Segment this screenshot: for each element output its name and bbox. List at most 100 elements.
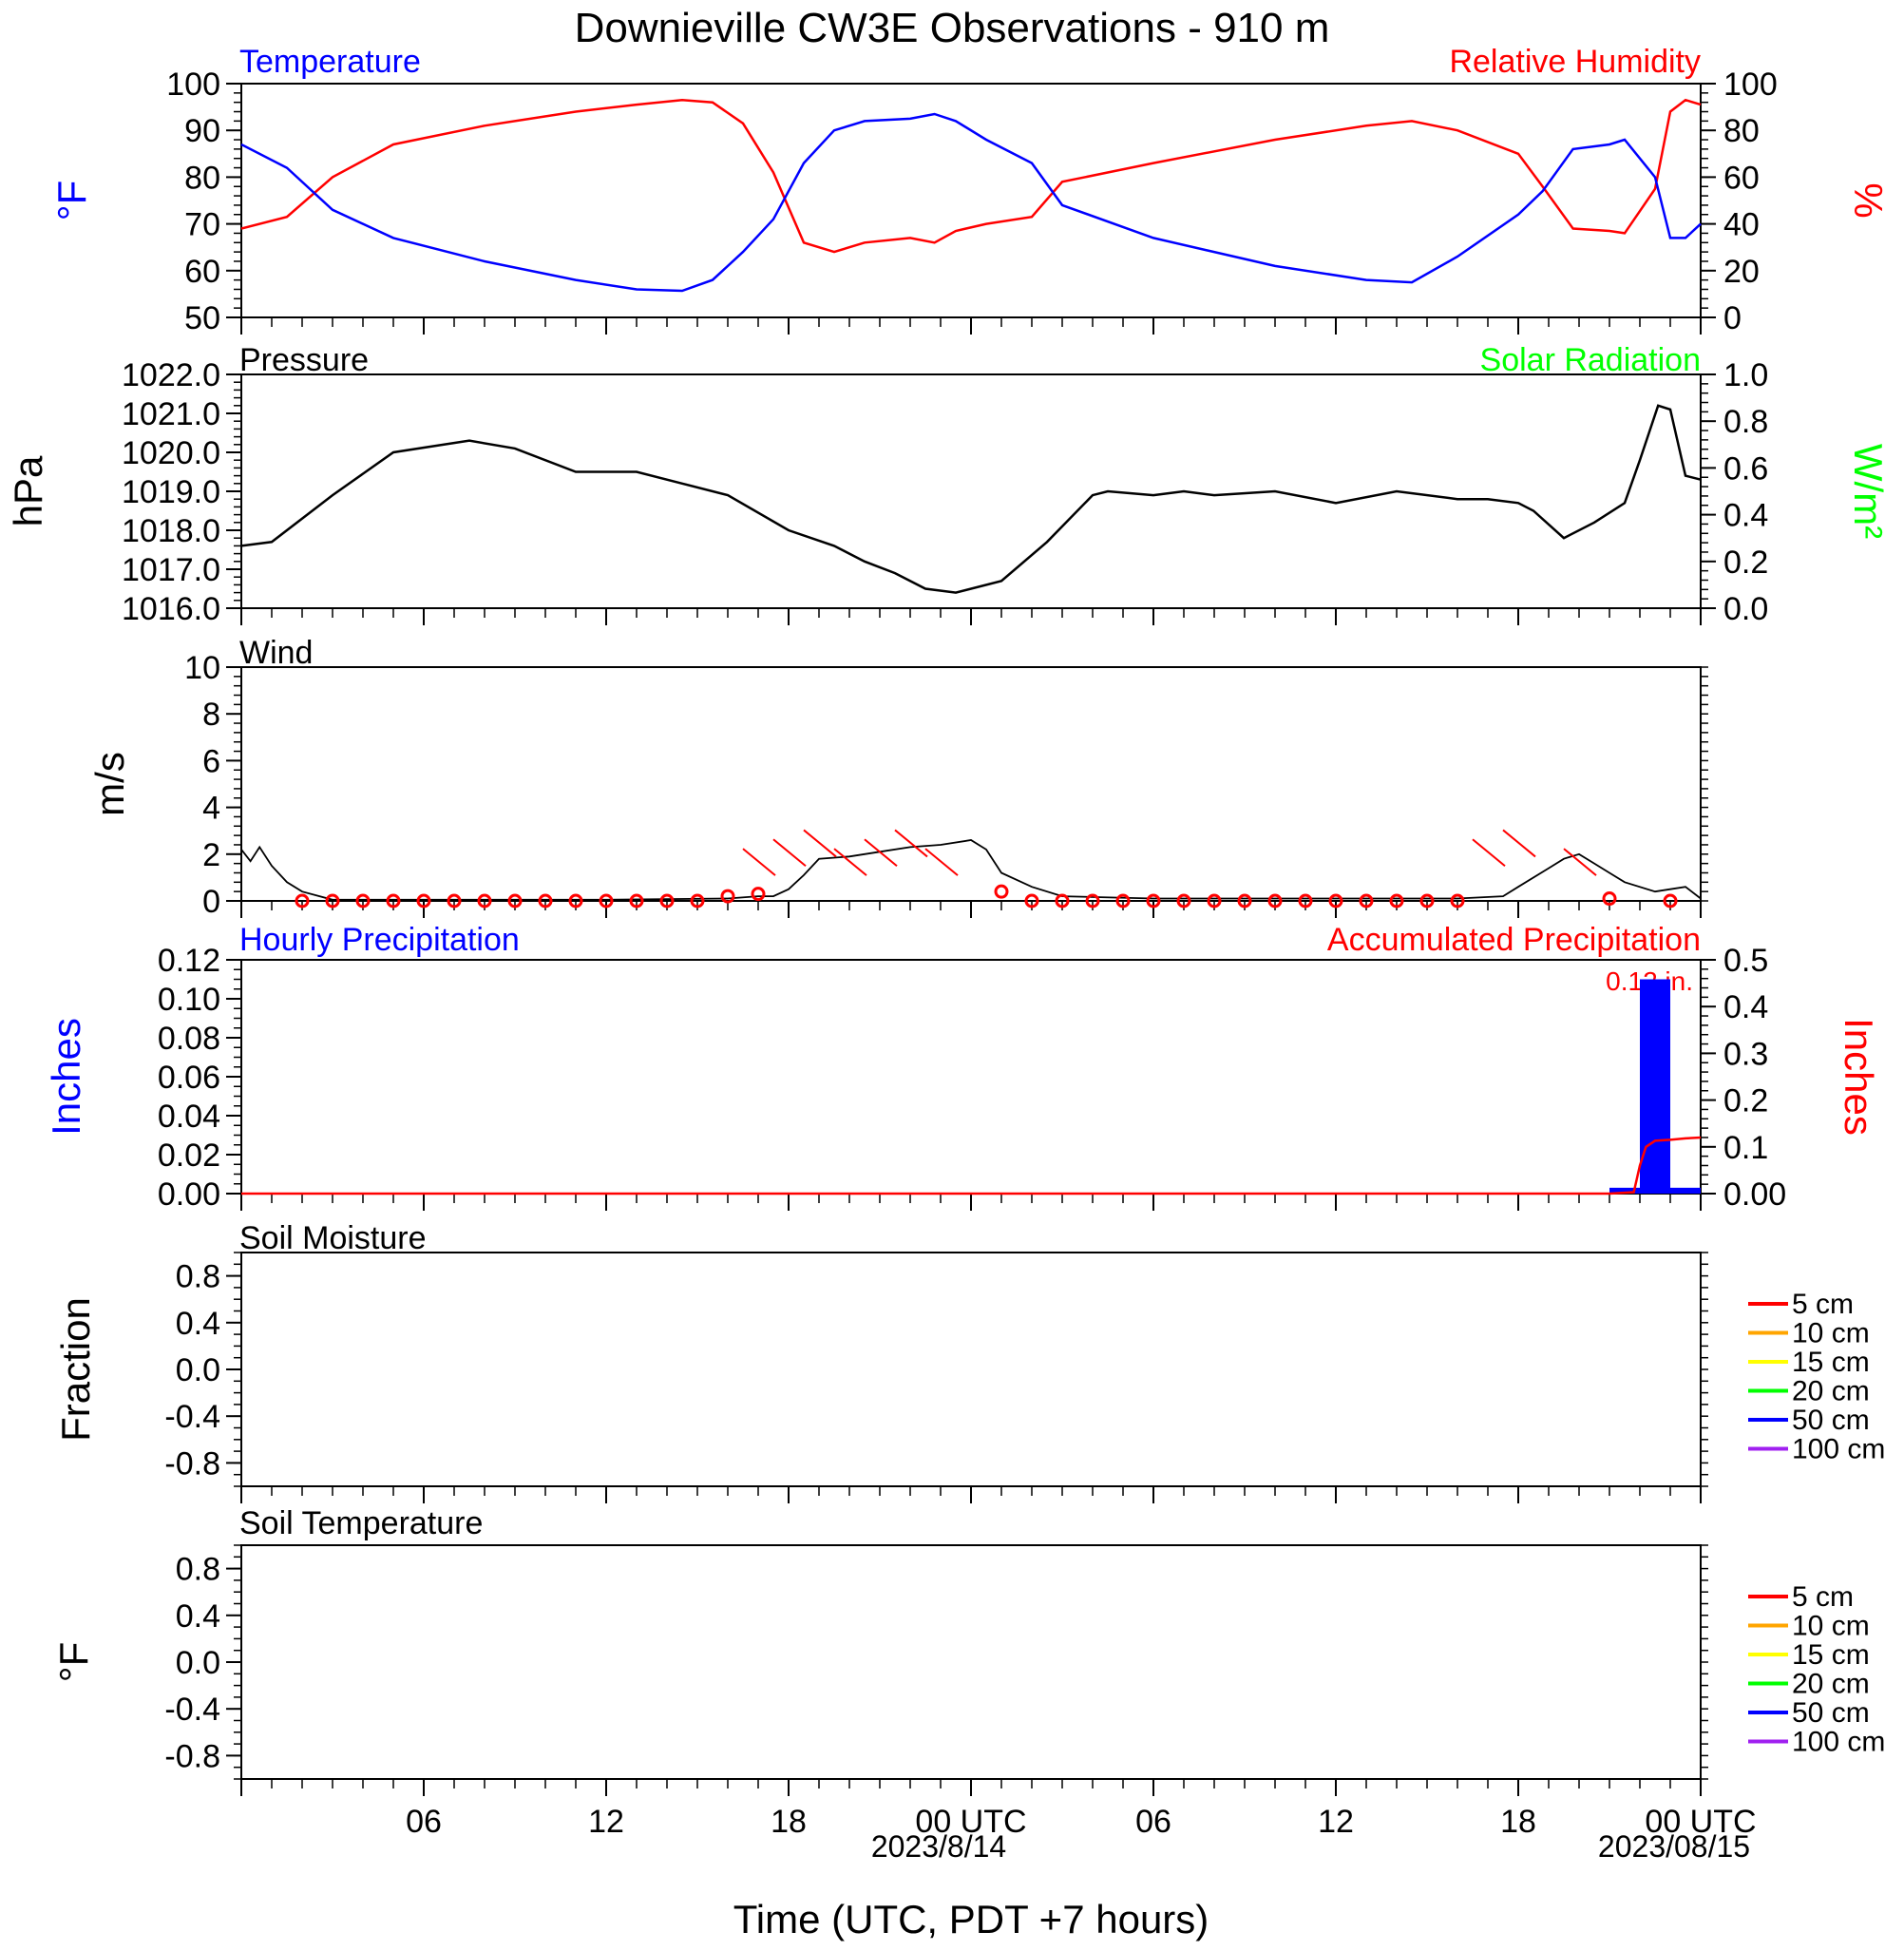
wind-marker [416, 893, 431, 909]
y-tick-label: -0.4 [164, 1692, 220, 1728]
y-tick-label: 80 [184, 160, 220, 196]
wind-direction-barb [772, 838, 807, 868]
accum-precip-axis-label: Inches [1837, 1018, 1881, 1136]
legend-label: 20 cm [1792, 1669, 1870, 1700]
wind-label: Wind [239, 635, 313, 671]
wind-marker [355, 893, 371, 909]
y-tick-label: 0.6 [1723, 450, 1768, 487]
wind-marker [386, 893, 401, 909]
wind-marker [1085, 893, 1100, 909]
wind-direction-barb [894, 829, 928, 858]
y-tick-label: -0.8 [164, 1738, 220, 1774]
y-tick-label: 1019.0 [122, 474, 220, 510]
figure-title: Downieville CW3E Observations - 910 m [575, 5, 1330, 51]
wind-speed-line [240, 839, 1702, 901]
wind-marker [1055, 893, 1070, 909]
legend-label: 5 cm [1792, 1289, 1854, 1320]
y-tick-label: 20 [1723, 254, 1760, 290]
wind-marker [477, 893, 492, 909]
y-tick-label: 60 [1723, 160, 1760, 196]
accumulated-precip-line [241, 1136, 1702, 1195]
y-tick-label: -0.8 [164, 1445, 220, 1482]
wind-marker [1359, 893, 1374, 909]
wind-marker [507, 893, 523, 909]
accumulated-precipitation-label: Accumulated Precipitation [1327, 922, 1701, 958]
x-tick-label: 06 [1135, 1804, 1171, 1840]
y-tick-label: 10 [184, 650, 220, 686]
x-axis-title: Time (UTC, PDT +7 hours) [733, 1897, 1209, 1941]
y-tick-label: 0.00 [158, 1176, 220, 1213]
y-tick-label: 0.08 [158, 1021, 220, 1057]
y-tick-label: 100 [166, 67, 220, 103]
legend-label: 20 cm [1792, 1376, 1870, 1407]
pressure-label: Pressure [239, 342, 369, 378]
y-tick-label: 0.2 [1723, 545, 1768, 581]
wind-marker [690, 893, 705, 909]
y-tick-label: 1021.0 [122, 396, 220, 432]
wind-marker [538, 893, 553, 909]
y-tick-label: 0.10 [158, 982, 220, 1018]
wind-marker [751, 887, 766, 902]
y-tick-label: 0.2 [1723, 1083, 1768, 1119]
hourly-precipitation-label: Hourly Precipitation [239, 922, 520, 958]
legend-label: 100 cm [1792, 1434, 1885, 1465]
temperature-line [240, 112, 1702, 293]
legend-label: 50 cm [1792, 1405, 1870, 1436]
y-tick-label: 1016.0 [122, 591, 220, 627]
wind-direction-barb [1472, 838, 1506, 868]
y-tick-label: 0.8 [176, 1259, 220, 1295]
hourly-precip-axis-label: Inches [44, 1018, 88, 1136]
y-tick-label: 0.1 [1723, 1130, 1768, 1166]
temperature-label: Temperature [239, 44, 421, 80]
y-tick-label: 0.4 [176, 1306, 220, 1342]
y-tick-label: 0.02 [158, 1138, 220, 1174]
wind-direction-barb [1563, 848, 1597, 876]
x-tick-label: 18 [1500, 1804, 1536, 1840]
y-tick-label: 70 [184, 207, 220, 243]
y-tick-label: 50 [184, 300, 220, 336]
legend-label: 5 cm [1792, 1581, 1854, 1613]
pressure-axis-label: hPa [6, 455, 50, 526]
x-tick-label: 18 [771, 1804, 807, 1840]
wind-marker [295, 893, 310, 909]
y-tick-label: 0.00 [1723, 1176, 1786, 1213]
soil-temperature-label: Soil Temperature [239, 1505, 483, 1541]
wind-marker [1267, 893, 1283, 909]
wind-marker [720, 889, 735, 904]
y-tick-label: 6 [202, 743, 220, 779]
y-tick-label: 0.4 [1723, 498, 1768, 534]
y-tick-label: 8 [202, 697, 220, 733]
y-tick-label: 0 [202, 884, 220, 920]
legend-label: 10 cm [1792, 1611, 1870, 1642]
panel-temperature-humidity: Temperature Relative Humidity °F % [49, 44, 1891, 318]
wind-marker [1602, 891, 1617, 907]
wind-marker [994, 884, 1009, 899]
soil-temperature-axis-label: °F [51, 1642, 96, 1682]
y-tick-label: 0.8 [176, 1552, 220, 1588]
y-tick-label: 0.3 [1723, 1036, 1768, 1072]
wind-axis-label: m/s [87, 752, 132, 816]
wind-marker [1146, 893, 1161, 909]
y-tick-label: 1022.0 [122, 357, 220, 393]
legend-label: 50 cm [1792, 1697, 1870, 1729]
y-tick-label: 100 [1723, 67, 1778, 103]
date-label-2: 2023/08/15 [1598, 1829, 1750, 1864]
y-tick-label: 0.0 [176, 1645, 220, 1681]
wind-direction-barb [864, 838, 898, 868]
wind-marker [1176, 893, 1191, 909]
legend-label: 15 cm [1792, 1639, 1870, 1671]
wind-marker [1207, 893, 1222, 909]
panel-precipitation: Hourly Precipitation Accumulated Precipi… [44, 922, 1881, 1195]
wind-marker [568, 893, 583, 909]
soil-moisture-axis-label: Fraction [53, 1297, 98, 1442]
y-tick-label: 4 [202, 791, 220, 827]
chart-marks: 50607080901000204060801001016.01017.0101… [122, 67, 1885, 1840]
solar-axis-label: W/m² [1846, 444, 1891, 539]
wind-direction-barb [1502, 829, 1536, 858]
wind-marker [1450, 893, 1465, 909]
y-tick-label: 0.4 [176, 1598, 220, 1635]
wind-marker [599, 893, 614, 909]
y-tick-label: 0.12 [158, 943, 220, 979]
wind-marker [1237, 893, 1252, 909]
